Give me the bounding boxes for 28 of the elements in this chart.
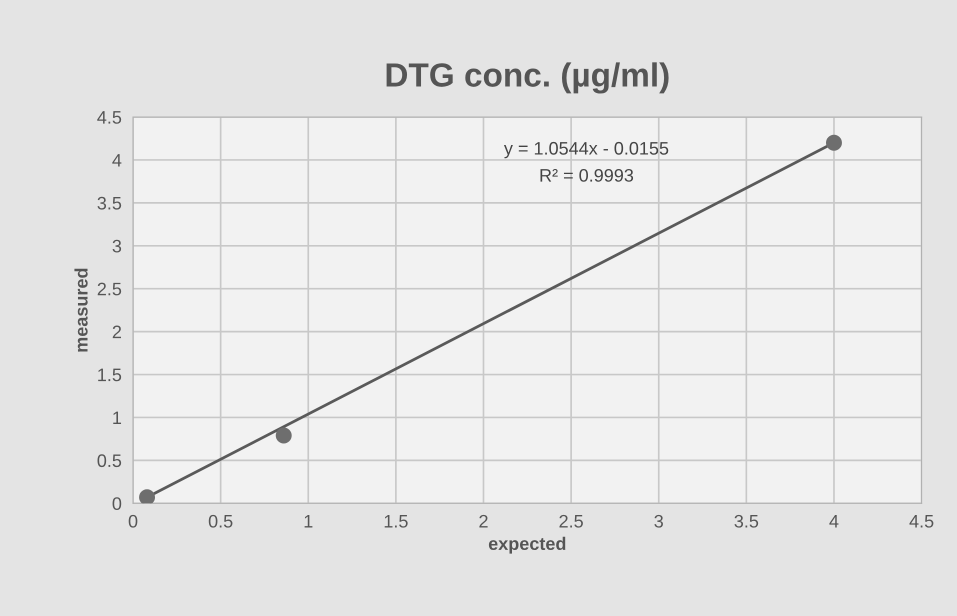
x-tick-label: 3.5: [734, 514, 758, 528]
x-tick-label: 3: [654, 514, 663, 528]
point: [139, 489, 156, 504]
x-tick-label: 0: [128, 514, 138, 528]
y-axis-title: measured: [74, 268, 88, 352]
x-axis-title: expected: [488, 536, 566, 554]
y-tick-label: 1.5: [98, 368, 122, 382]
y-tick-label: 0: [112, 497, 122, 510]
y-tick-label: 1: [113, 412, 122, 424]
point: [826, 134, 842, 151]
y-tick-label: 3.5: [98, 196, 122, 210]
x-tick-label: 1.5: [384, 515, 408, 528]
y-tick-label: 4.5: [97, 111, 122, 124]
y-tick-label: 0.5: [98, 454, 122, 468]
x-tick-label: 2: [479, 514, 488, 528]
point: [276, 427, 292, 444]
y-tick-label: 3: [112, 240, 122, 253]
x-tick-label: 2.5: [559, 514, 583, 528]
y-tick-label: 2.5: [98, 282, 122, 296]
annotation: y = 1.0544x - 0.0155: [504, 142, 668, 158]
x-tick-label: 0.5: [208, 514, 232, 528]
y-tick-label: 2: [112, 326, 122, 338]
y-tick-label: 4: [112, 154, 122, 166]
x-tick-label: 1: [304, 515, 312, 528]
x-tick-label: 4.5: [909, 515, 934, 528]
annotation: R² = 0.9993: [540, 168, 634, 182]
x-tick-label: 4: [829, 515, 838, 528]
chart-title: DTG conc. (µg/ml): [386, 62, 669, 94]
